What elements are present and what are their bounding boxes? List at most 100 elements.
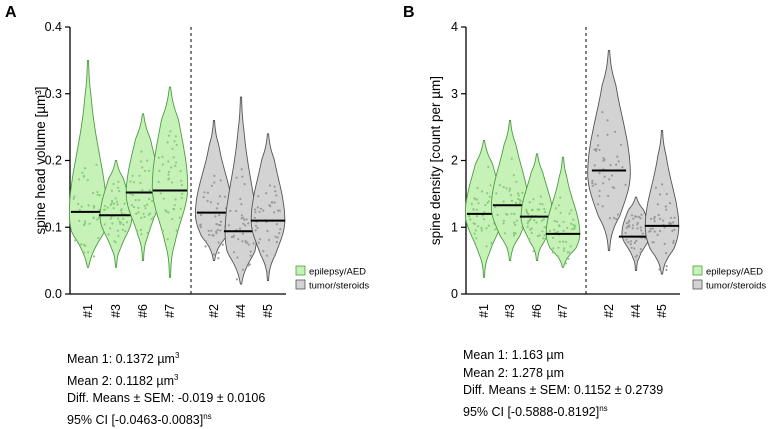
legend-label: epilepsy/AED bbox=[309, 267, 366, 278]
data-point bbox=[146, 203, 149, 206]
data-point bbox=[118, 190, 121, 193]
data-point bbox=[598, 172, 601, 175]
data-point bbox=[210, 229, 213, 232]
data-point bbox=[562, 240, 565, 243]
y-tick-label: 0.0 bbox=[45, 287, 62, 301]
panel-label-a: A bbox=[5, 4, 17, 21]
data-point bbox=[130, 204, 134, 207]
data-point bbox=[597, 144, 600, 147]
data-point bbox=[78, 208, 81, 212]
data-point bbox=[548, 229, 552, 233]
data-point bbox=[494, 205, 497, 209]
x-tick-label: #5 bbox=[655, 304, 669, 318]
data-point bbox=[159, 192, 162, 195]
stats-a: Mean 1: 0.1372 µm3 Mean 2: 0.1182 µm3 Di… bbox=[67, 347, 265, 429]
data-point bbox=[551, 251, 555, 254]
data-point bbox=[211, 234, 214, 237]
data-point bbox=[559, 196, 562, 199]
data-point bbox=[487, 224, 490, 227]
x-tick-label: #5 bbox=[261, 304, 275, 318]
data-point bbox=[510, 199, 513, 202]
data-point bbox=[516, 192, 520, 195]
data-point bbox=[262, 250, 265, 253]
data-point bbox=[481, 214, 484, 217]
data-point bbox=[649, 227, 652, 230]
data-point bbox=[529, 217, 532, 220]
data-point bbox=[514, 232, 517, 235]
data-point bbox=[239, 197, 242, 201]
data-point bbox=[619, 143, 623, 146]
data-point bbox=[615, 217, 618, 221]
data-point bbox=[477, 202, 480, 205]
y-tick-label: 0.1 bbox=[45, 220, 62, 234]
data-point bbox=[247, 243, 250, 246]
violin-2 bbox=[587, 49, 631, 252]
data-point bbox=[566, 251, 569, 254]
data-point bbox=[480, 229, 483, 232]
data-point bbox=[245, 241, 248, 244]
data-point bbox=[611, 174, 614, 177]
data-point bbox=[487, 165, 490, 169]
data-point bbox=[237, 238, 240, 241]
data-point bbox=[116, 200, 119, 203]
legend-swatch bbox=[692, 265, 703, 276]
data-point bbox=[664, 205, 667, 208]
chart-b: 0 1 2 3 4 spine density [count per µm] #1 #3 #6 #… bbox=[428, 20, 766, 318]
data-point bbox=[276, 236, 279, 239]
data-point bbox=[147, 213, 150, 216]
data-point bbox=[227, 224, 231, 227]
data-point bbox=[519, 199, 523, 202]
data-point bbox=[544, 210, 547, 214]
data-point bbox=[602, 157, 605, 160]
stats-b-diff: Diff. Means ± SEM: 0.1152 ± 0.2739 bbox=[463, 383, 664, 397]
data-point bbox=[217, 241, 220, 244]
data-point bbox=[240, 168, 243, 171]
data-point bbox=[157, 156, 160, 159]
data-point bbox=[180, 179, 183, 182]
data-point bbox=[268, 204, 271, 207]
data-point bbox=[117, 217, 120, 220]
y-tick-label: 2 bbox=[451, 154, 458, 168]
data-point bbox=[161, 229, 164, 233]
data-point bbox=[518, 202, 522, 205]
data-point bbox=[477, 225, 480, 228]
data-point bbox=[641, 232, 644, 235]
data-point bbox=[150, 217, 153, 221]
data-point bbox=[104, 204, 107, 208]
data-point bbox=[624, 183, 627, 186]
stats-a-diff: Diff. Means ± SEM: -0.019 ± 0.0106 bbox=[67, 391, 266, 406]
data-point bbox=[138, 174, 141, 177]
data-point bbox=[175, 229, 178, 232]
data-point bbox=[166, 238, 169, 241]
data-point bbox=[132, 181, 136, 184]
data-point bbox=[474, 198, 477, 201]
data-point bbox=[597, 203, 600, 206]
stats-b-ci-sup: ns bbox=[599, 403, 608, 413]
data-point bbox=[649, 230, 652, 233]
data-point bbox=[200, 213, 203, 217]
data-point bbox=[151, 200, 154, 203]
data-point bbox=[249, 254, 252, 257]
data-point bbox=[135, 212, 138, 215]
data-point bbox=[139, 181, 142, 184]
data-point bbox=[92, 216, 95, 219]
data-point bbox=[621, 166, 624, 169]
data-point bbox=[541, 203, 544, 206]
data-point bbox=[485, 227, 488, 230]
data-point bbox=[235, 176, 238, 179]
data-point bbox=[167, 211, 170, 214]
stats-a-mean2: Mean 2: 0.1182 µm bbox=[67, 373, 175, 388]
data-point bbox=[673, 228, 676, 231]
data-point bbox=[240, 203, 243, 206]
data-point bbox=[632, 217, 635, 220]
data-point bbox=[88, 222, 91, 225]
data-point bbox=[215, 207, 219, 210]
data-point bbox=[219, 179, 222, 182]
x-tick-label: #1 bbox=[477, 304, 491, 318]
data-point bbox=[513, 221, 516, 224]
data-point bbox=[494, 228, 497, 231]
data-point bbox=[470, 202, 473, 205]
data-point bbox=[109, 217, 112, 220]
data-point bbox=[624, 231, 627, 235]
data-point bbox=[162, 197, 165, 200]
